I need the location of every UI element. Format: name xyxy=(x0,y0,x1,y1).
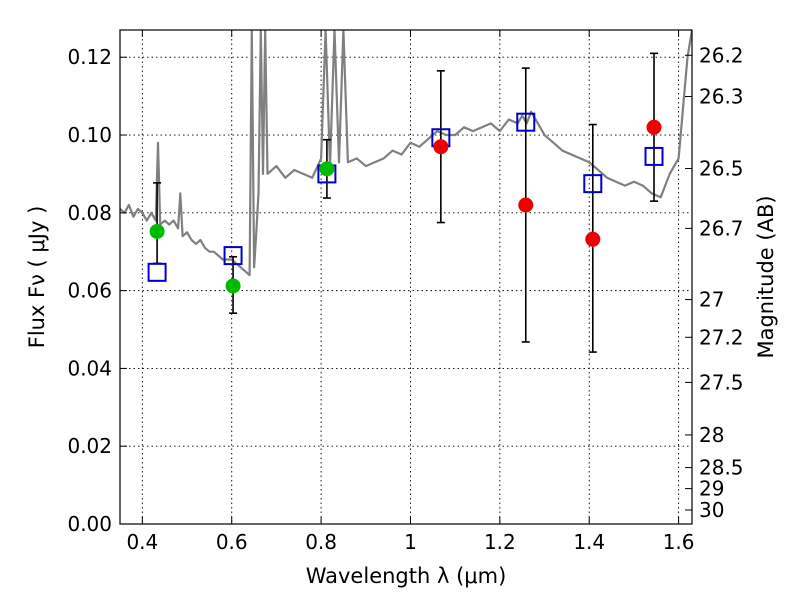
plot-area xyxy=(120,30,692,353)
observed-point xyxy=(646,119,662,135)
magnitude-tick-label: 28.5 xyxy=(699,456,744,480)
magnitude-tick-label: 27.2 xyxy=(699,325,744,349)
magnitude-tick-label: 28 xyxy=(699,423,724,447)
observed-point xyxy=(149,223,165,239)
x-tick-label: 0.4 xyxy=(126,530,158,554)
model-photometry-points xyxy=(147,112,664,282)
spectrum-line xyxy=(120,30,692,277)
magnitude-tick-label: 26.2 xyxy=(699,43,744,67)
y-tick-label: 0.04 xyxy=(67,356,112,380)
magnitude-tick-label: 27.5 xyxy=(699,370,744,394)
model-photometry-point xyxy=(223,246,243,266)
model-photometry-point xyxy=(644,146,664,166)
observed-point xyxy=(225,278,241,294)
observed-point xyxy=(518,197,534,213)
y-axis-ticks: 0.00 0.02 0.04 0.06 0.08 0.10 0.12 xyxy=(67,45,127,536)
y-tick-label: 0.00 xyxy=(67,512,112,536)
plot-frame xyxy=(119,29,693,525)
y-tick-label: 0.06 xyxy=(67,279,112,303)
y-tick-label: 0.10 xyxy=(67,123,112,147)
y-axis-label: Flux Fν ( μJy ) xyxy=(25,206,49,349)
x-axis-label: Wavelength λ (μm) xyxy=(306,564,507,588)
observed-point xyxy=(433,139,449,155)
observed-point xyxy=(585,231,601,247)
y-tick-label: 0.02 xyxy=(67,434,112,458)
x-tick-label: 1 xyxy=(404,530,417,554)
magnitude-tick-label: 26.3 xyxy=(699,85,744,109)
magnitude-tick-label: 26.7 xyxy=(699,216,744,240)
magnitude-tick-label: 30 xyxy=(699,498,724,522)
model-photometry-point xyxy=(147,262,167,282)
y-tick-label: 0.12 xyxy=(67,45,112,69)
magnitude-axis-label: Magnitude (AB) xyxy=(754,195,778,358)
x-tick-label: 1.2 xyxy=(484,530,516,554)
magnitude-tick-label: 29 xyxy=(699,477,724,501)
x-axis-ticks: 0.4 0.6 0.8 1 1.2 1.4 1.6 xyxy=(126,30,695,554)
observed-points xyxy=(149,119,662,294)
y-tick-label: 0.08 xyxy=(67,201,112,225)
model-photometry-point xyxy=(516,112,536,132)
model-photometry-point xyxy=(583,174,603,194)
grid-lines xyxy=(120,30,692,524)
x-tick-label: 0.6 xyxy=(216,530,248,554)
error-bars xyxy=(153,52,659,353)
observed-point xyxy=(319,161,335,177)
magnitude-tick-label: 26.5 xyxy=(699,156,744,180)
x-tick-label: 0.8 xyxy=(305,530,337,554)
magnitude-tick-label: 27 xyxy=(699,288,724,312)
x-tick-label: 1.6 xyxy=(663,530,695,554)
x-tick-label: 1.4 xyxy=(573,530,605,554)
